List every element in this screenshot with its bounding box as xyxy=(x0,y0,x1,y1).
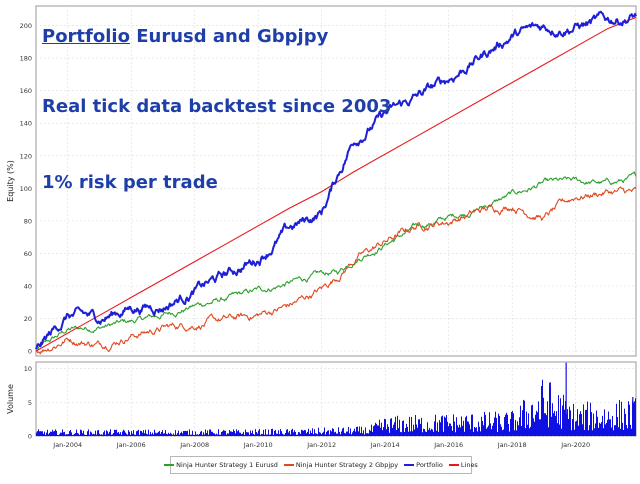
y-tick-label: 20 xyxy=(24,315,32,323)
legend-item-orange: Ninja Hunter Strategy 2 Gbpjpy xyxy=(283,461,399,469)
y-tick-label: 80 xyxy=(24,217,32,225)
volume-y-tick-label: 0 xyxy=(28,433,32,441)
series-line-blue xyxy=(35,10,637,350)
y-tick-label: 200 xyxy=(20,22,32,30)
x-tick-label: Jan-2012 xyxy=(306,441,336,449)
x-tick-label: Jan-2016 xyxy=(433,441,463,449)
y-tick-label: 0 xyxy=(28,348,32,356)
legend-label-green: Ninja Hunter Strategy 1 Eurusd xyxy=(176,461,278,469)
y-tick-label: 120 xyxy=(20,152,32,160)
x-tick-label: Jan-2004 xyxy=(52,441,82,449)
series-line-green xyxy=(35,171,637,352)
y-tick-label: 140 xyxy=(20,120,32,128)
y-tick-label: 40 xyxy=(24,283,32,291)
overlay-title: Portfolio Eurusd and Gbpjpy xyxy=(42,26,328,47)
x-tick-label: Jan-2018 xyxy=(497,441,527,449)
x-tick-label: Jan-2014 xyxy=(370,441,400,449)
volume-axis: 0 5 10 Volume Jan-2004 Jan-2006 Jan-2008 Jan-20… xyxy=(6,365,590,449)
y-tick-label: 60 xyxy=(24,250,32,258)
legend-swatch-green xyxy=(164,464,175,466)
volume-bars xyxy=(36,362,636,436)
x-tick-label: Jan-2006 xyxy=(116,441,146,449)
legend: Ninja Hunter Strategy 1 Eurusd Ninja Hun… xyxy=(164,456,478,474)
volume-axis-label: Volume xyxy=(6,384,15,414)
volume-y-tick-label: 10 xyxy=(24,365,32,373)
x-tick-label: Jan-2008 xyxy=(179,441,209,449)
x-tick-label: Jan-2020 xyxy=(560,441,590,449)
legend-label-blue: Portfolio xyxy=(416,461,443,469)
legend-item-blue: Portfolio xyxy=(404,461,443,469)
legend-label-red: Lines xyxy=(460,461,478,469)
legend-swatch-orange xyxy=(283,464,294,466)
legend-item-red: Lines xyxy=(448,461,478,469)
legend-swatch-red xyxy=(448,464,459,466)
y-tick-label: 160 xyxy=(20,87,32,95)
y-tick-label: 100 xyxy=(20,185,32,193)
legend-label-orange: Ninja Hunter Strategy 2 Gbpjpy xyxy=(295,461,399,469)
series-line-orange xyxy=(35,186,637,355)
x-tick-label: Jan-2010 xyxy=(243,441,273,449)
series-line-red xyxy=(35,16,637,352)
main-axis: 0 20 40 60 80 100 120 140 160 180 200 Equity (%) xyxy=(6,22,32,356)
volume-y-tick-label: 5 xyxy=(28,399,32,407)
y-tick-label: 180 xyxy=(20,55,32,63)
legend-item-green: Ninja Hunter Strategy 1 Eurusd xyxy=(164,461,278,469)
overlay-title-rest: Eurusd and Gbpjpy xyxy=(129,26,329,47)
overlay-title-prefix: Portfolio xyxy=(42,26,130,47)
legend-swatch-blue xyxy=(404,464,415,466)
overlay-line-3: 1% risk per trade xyxy=(42,172,218,193)
y-axis-label: Equity (%) xyxy=(6,160,15,202)
overlay-line-2: Real tick data backtest since 2003 xyxy=(42,96,392,117)
main-series xyxy=(35,10,637,355)
